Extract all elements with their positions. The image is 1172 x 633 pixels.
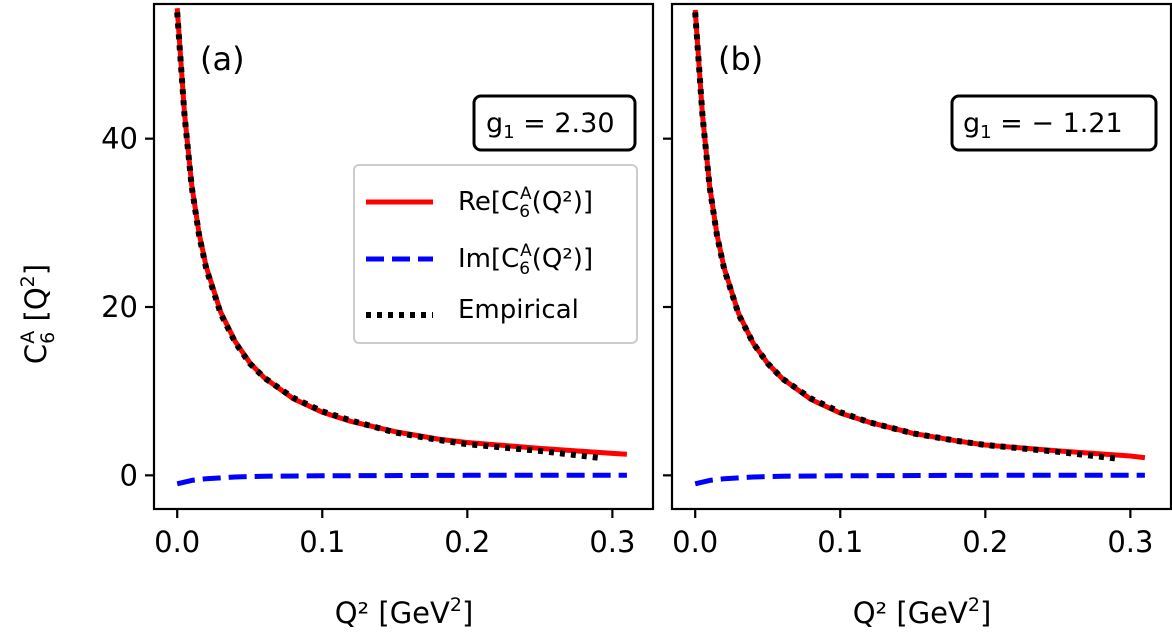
panel-b-param-text: g1 = − 1.21 — [963, 108, 1123, 143]
legend-label-empirical: Empirical — [458, 295, 579, 325]
panel-b-param-box-frame — [950, 94, 1158, 152]
panel-b-x-tick-label: 0.0 — [672, 525, 718, 559]
panel-b-curves — [692, 9, 1146, 487]
panel-b-x-tick-label: 0.2 — [962, 525, 1008, 559]
panel-a-y-tick-label: 40 — [101, 122, 138, 156]
panel-a-label: (a) — [200, 40, 245, 78]
panel-a-x-tick-label: 0.1 — [299, 525, 345, 559]
panel-a: 0.0 0.1 0.2 0.3 0 20 40 (a) g1 = 2.30 Re[C6A(Q… — [101, 2, 655, 559]
legend-frame — [353, 164, 638, 344]
panel-b-frame — [670, 2, 1172, 511]
x-axis-label-a: Q² [GeV2] — [335, 594, 474, 630]
panel-a-frame — [152, 2, 655, 511]
y-axis-label: C6A [Q2] — [17, 264, 59, 364]
panel-b-series-solid — [692, 9, 1146, 461]
panel-a-y-tick-label: 20 — [101, 290, 138, 324]
panel-a-curves — [174, 8, 628, 487]
legend-label-re: Re[C6A(Q²)] — [458, 184, 593, 222]
panel-a-ticks: 0.0 0.1 0.2 0.3 0 20 40 — [101, 122, 635, 559]
panel-b-series-dotted — [692, 12, 1117, 462]
panel-a-x-tick-label: 0.2 — [444, 525, 490, 559]
panel-a-x-tick-label: 0.3 — [589, 525, 635, 559]
panel-b: 0.0 0.1 0.2 0.3 (b) g1 = − 1.21 — [663, 2, 1172, 559]
legend-label-im: Im[C6A(Q²)] — [458, 241, 593, 279]
panel-b-x-tick-label: 0.1 — [817, 525, 863, 559]
panel-a-param-text: g1 = 2.30 — [486, 108, 615, 143]
legend: Re[C6A(Q²)] Im[C6A(Q²)] Empirical — [353, 164, 638, 344]
panel-b-x-tick-label: 0.3 — [1107, 525, 1153, 559]
panel-b-label: (b) — [718, 40, 763, 78]
x-axis-label-b: Q² [GeV2] — [853, 594, 992, 630]
panel-a-param-box-frame — [472, 94, 637, 152]
panel-b-ticks: 0.0 0.1 0.2 0.3 — [663, 137, 1153, 559]
panel-b-series-dashed — [694, 472, 1145, 487]
panel-b-param-box: g1 = − 1.21 — [950, 94, 1158, 152]
panel-a-y-tick-label: 0 — [120, 458, 138, 492]
panel-a-param-box: g1 = 2.30 — [472, 94, 637, 152]
panel-a-x-tick-label: 0.0 — [154, 525, 200, 559]
panel-a-series-dashed — [176, 472, 627, 487]
